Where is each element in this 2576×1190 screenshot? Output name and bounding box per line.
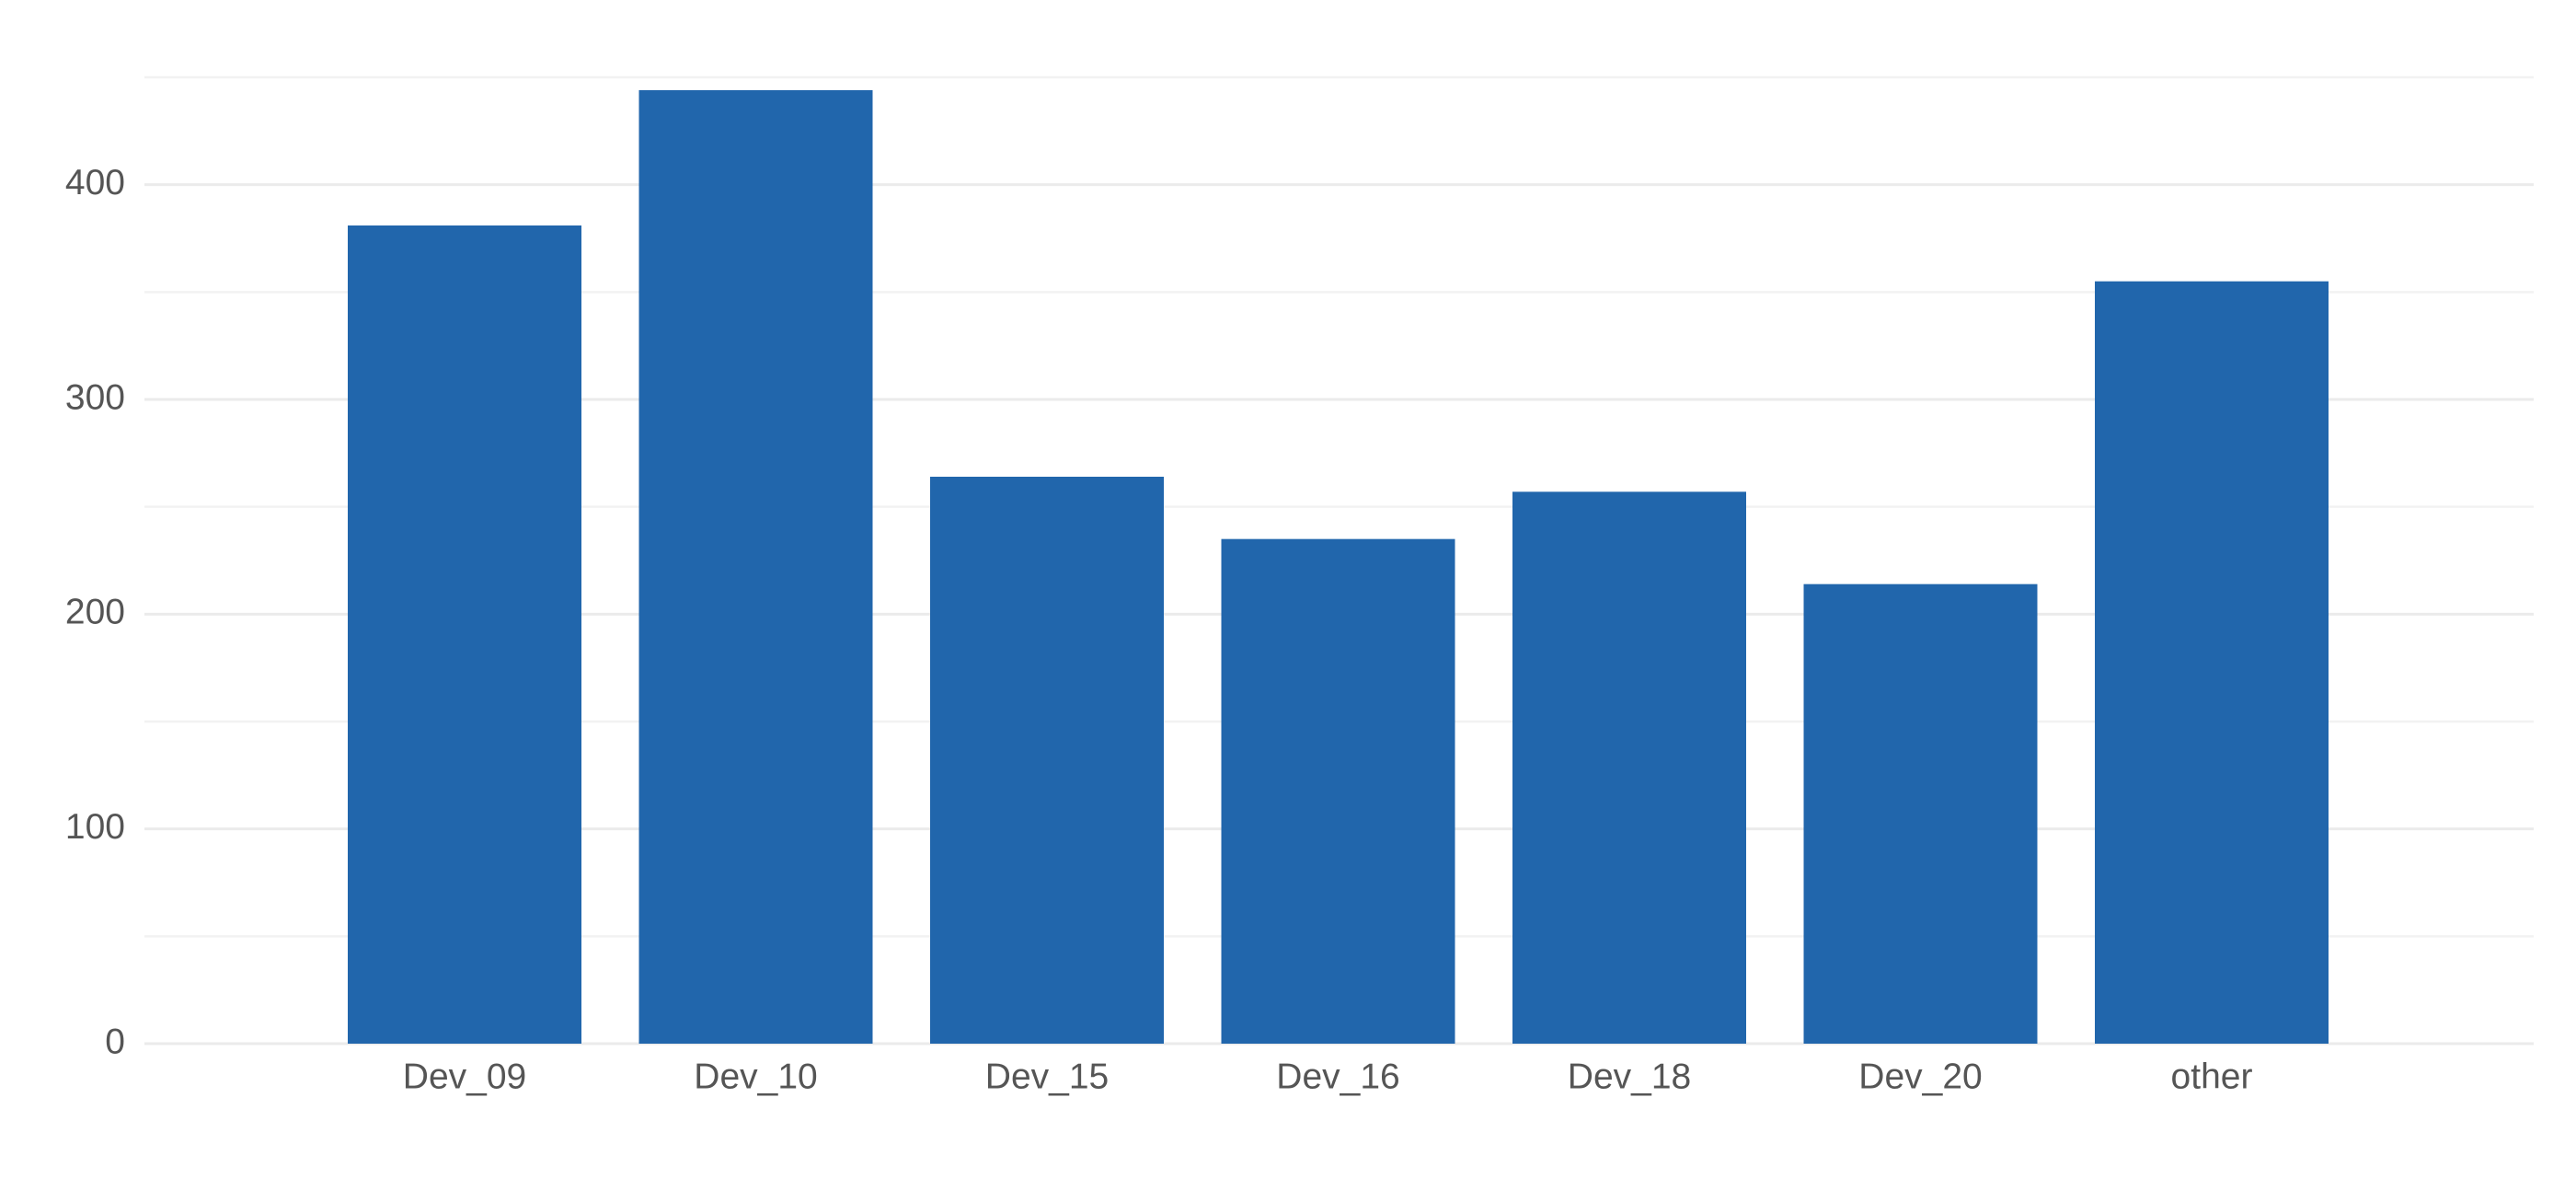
bar [930, 477, 1164, 1044]
x-tick-label: other [2171, 1057, 2253, 1096]
bar [2095, 281, 2329, 1045]
y-tick-label: 100 [65, 807, 125, 847]
bar [1512, 491, 1746, 1044]
y-tick-label: 200 [65, 593, 125, 632]
x-tick-label: Dev_09 [403, 1057, 526, 1096]
bar [348, 225, 581, 1044]
x-tick-label: Dev_15 [985, 1057, 1109, 1096]
y-tick-label: 0 [105, 1022, 125, 1061]
y-tick-label: 400 [65, 163, 125, 202]
x-tick-label: Dev_16 [1276, 1057, 1399, 1096]
bar [638, 90, 873, 1044]
y-tick-label: 300 [65, 377, 125, 417]
x-tick-label: Dev_10 [694, 1057, 817, 1096]
x-tick-label: Dev_18 [1568, 1057, 1691, 1096]
x-tick-label: Dev_20 [1858, 1057, 1982, 1096]
bar [1221, 538, 1455, 1044]
bar [1803, 583, 2038, 1044]
